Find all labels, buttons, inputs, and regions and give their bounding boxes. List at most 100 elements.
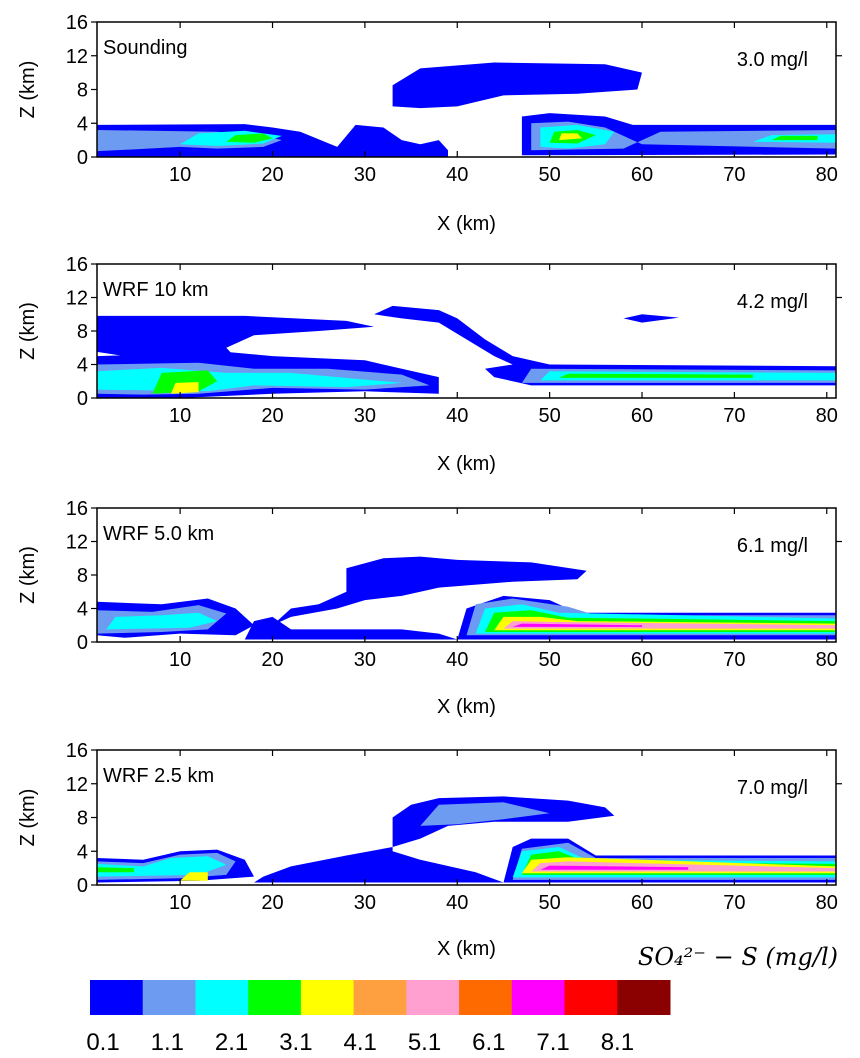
contour-region-4-7: [97, 867, 134, 873]
colorbar-swatch-9: [511, 980, 565, 1015]
x-axis-label-2: X (km): [437, 453, 496, 475]
panel-title-1: Sounding: [103, 37, 188, 59]
y-tick-label-2-1: 0: [77, 388, 88, 410]
y-tick-label-3-1: 0: [77, 632, 88, 654]
panel-max-label-3: 6.1 mg/l: [737, 535, 808, 557]
panel-max-label-2: 4.2 mg/l: [737, 291, 808, 313]
y-tick-label-1-5: 16: [66, 12, 88, 34]
contour-region-3-12: [512, 623, 642, 627]
x-tick-label-1-3: 30: [354, 164, 376, 186]
contour-region-4-1: [254, 796, 615, 883]
contour-group-4: [97, 796, 836, 883]
colorbar-swatch-11: [617, 980, 671, 1015]
y-tick-label-2-3: 8: [77, 321, 88, 343]
contour-region-1-5: [531, 121, 836, 151]
colorbar-swatch-1: [90, 980, 144, 1015]
panel-title-3: WRF 5.0 km: [103, 523, 214, 545]
x-tick-label-4-4: 40: [446, 892, 468, 914]
contour-region-1-9: [226, 133, 273, 143]
x-tick-label-2-8: 80: [816, 405, 838, 427]
colorbar-swatch-3: [195, 980, 249, 1015]
x-tick-label-3-1: 10: [169, 649, 191, 671]
contour-region-1-12: [771, 135, 818, 141]
y-tick-label-3-3: 8: [77, 565, 88, 587]
x-tick-label-4-1: 10: [169, 892, 191, 914]
y-tick-label-3-2: 4: [77, 599, 88, 621]
x-tick-label-1-8: 80: [816, 164, 838, 186]
x-tick-label-4-5: 50: [539, 892, 561, 914]
colorbar-label-1: 0.1: [86, 1029, 119, 1056]
y-axis-label-3: Z (km): [17, 546, 39, 604]
x-axis-label-3: X (km): [437, 696, 496, 718]
x-tick-label-4-3: 30: [354, 892, 376, 914]
x-tick-label-1-2: 20: [261, 164, 283, 186]
x-tick-label-2-1: 10: [169, 405, 191, 427]
x-tick-label-1-5: 50: [539, 164, 561, 186]
colorbar-label-2: 1.1: [151, 1029, 184, 1056]
y-tick-label-3-4: 12: [66, 532, 88, 554]
y-tick-label-1-1: 0: [77, 147, 88, 169]
contour-region-1-11: [558, 133, 582, 141]
y-tick-label-4-3: 8: [77, 808, 88, 830]
colorbar-swatch-4: [248, 980, 302, 1015]
contour-region-2-1: [97, 315, 375, 361]
x-tick-label-1-7: 70: [723, 164, 745, 186]
y-tick-label-2-4: 12: [66, 288, 88, 310]
x-tick-label-2-7: 70: [723, 405, 745, 427]
x-tick-label-3-7: 70: [723, 649, 745, 671]
y-tick-label-2-2: 4: [77, 355, 88, 377]
x-tick-label-1-4: 40: [446, 164, 468, 186]
y-tick-label-4-2: 4: [77, 841, 88, 863]
contour-group-2: [97, 305, 836, 398]
contour-region-4-6: [180, 872, 208, 881]
colorbar-label-5: 4.1: [344, 1029, 377, 1056]
contour-group-3: [97, 556, 836, 640]
colorbar-label-8: 7.1: [536, 1029, 569, 1056]
contour-region-3-3: [244, 616, 458, 640]
colorbar-label-6: 5.1: [408, 1029, 441, 1056]
colorbar-swatch-10: [564, 980, 618, 1015]
colorbar-swatch-7: [406, 980, 460, 1015]
panel-title-4: WRF 2.5 km: [103, 765, 214, 787]
x-tick-label-4-8: 80: [816, 892, 838, 914]
colorbar-label-9: 8.1: [601, 1029, 634, 1056]
y-tick-label-1-2: 4: [77, 113, 88, 135]
x-tick-label-2-2: 20: [261, 405, 283, 427]
x-tick-label-3-2: 20: [261, 649, 283, 671]
x-tick-label-4-2: 20: [261, 892, 283, 914]
contour-region-3-1: [272, 556, 587, 626]
y-tick-label-3-5: 16: [66, 498, 88, 520]
x-tick-label-2-3: 30: [354, 405, 376, 427]
y-tick-label-1-3: 8: [77, 80, 88, 102]
x-axis-label-1: X (km): [437, 213, 496, 235]
y-tick-label-2-5: 16: [66, 254, 88, 276]
y-tick-label-4-4: 12: [66, 774, 88, 796]
x-tick-label-1-1: 10: [169, 164, 191, 186]
colorbar-label-3: 2.1: [215, 1029, 248, 1056]
colorbar-label-7: 6.1: [472, 1029, 505, 1056]
x-tick-label-4-7: 70: [723, 892, 745, 914]
contour-region-2-10: [558, 373, 753, 378]
contour-region-3-6: [106, 612, 218, 630]
contour-group-1: [97, 62, 836, 157]
colorbar-swatch-5: [300, 980, 355, 1015]
colorbar-label-4: 3.1: [279, 1029, 312, 1056]
y-tick-label-4-1: 0: [77, 875, 88, 897]
contour-region-4-2: [420, 802, 550, 826]
y-axis-label-2: Z (km): [17, 302, 39, 360]
contour-region-2-2: [374, 305, 836, 386]
x-tick-label-4-6: 60: [631, 892, 653, 914]
x-tick-label-3-4: 40: [446, 649, 468, 671]
y-tick-label-1-4: 12: [66, 46, 88, 68]
y-axis-label-4: Z (km): [17, 789, 39, 847]
x-tick-label-2-5: 50: [539, 405, 561, 427]
x-tick-label-3-8: 80: [816, 649, 838, 671]
colorbar-swatch-8: [459, 980, 513, 1015]
contour-region-1-2: [392, 62, 642, 109]
x-tick-label-3-6: 60: [631, 649, 653, 671]
contour-region-2-6: [152, 370, 218, 394]
x-tick-label-2-6: 60: [631, 405, 653, 427]
y-tick-label-4-5: 16: [66, 740, 88, 762]
x-tick-label-2-4: 40: [446, 405, 468, 427]
